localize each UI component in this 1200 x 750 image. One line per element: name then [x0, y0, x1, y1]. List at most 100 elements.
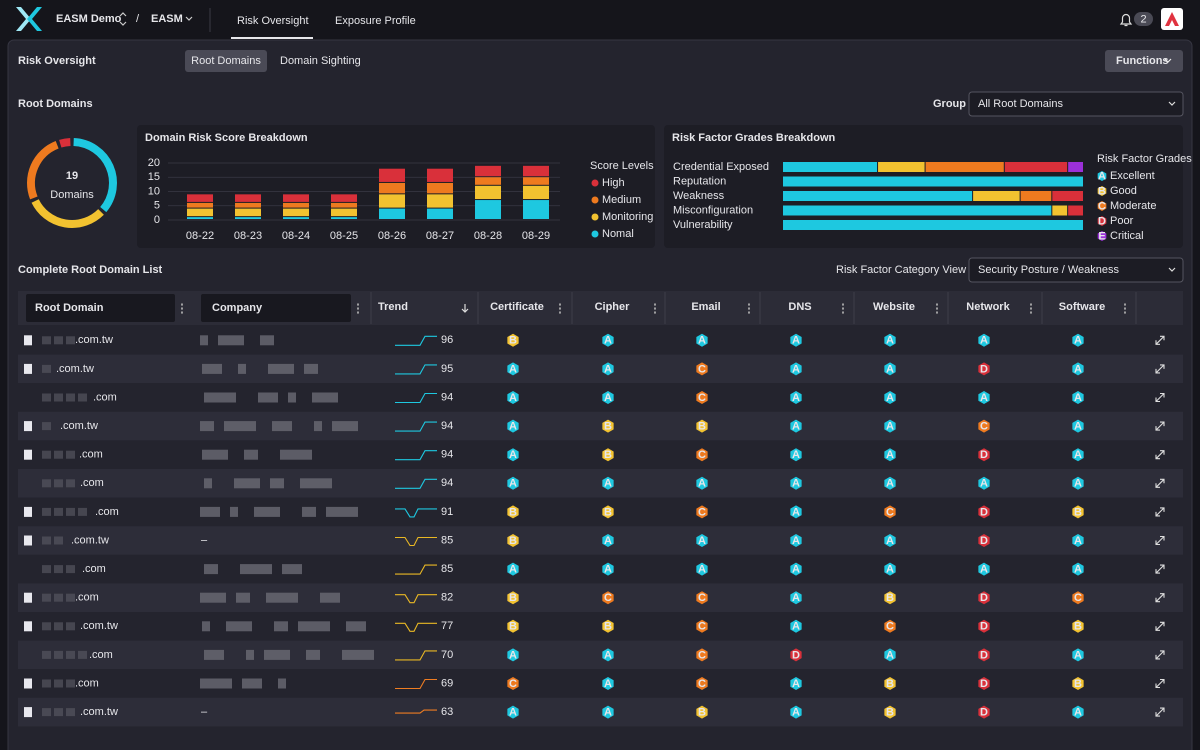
grade-letter[interactable]: A: [604, 392, 612, 404]
grade-letter[interactable]: B: [886, 592, 894, 604]
grade-letter[interactable]: D: [980, 707, 988, 719]
domain[interactable]: .com: [93, 391, 117, 403]
grade-letter[interactable]: A: [1074, 707, 1082, 719]
grade-letter[interactable]: A: [698, 335, 706, 347]
grade-letter[interactable]: D: [980, 592, 988, 604]
table-row[interactable]: [18, 555, 1183, 584]
grade-letter[interactable]: A: [1074, 335, 1082, 347]
org-name[interactable]: EASM Demo: [56, 13, 122, 25]
column-header[interactable]: Software: [1059, 301, 1105, 313]
grade-letter[interactable]: A: [509, 421, 517, 433]
group-value[interactable]: All Root Domains: [978, 98, 1063, 110]
grade-letter[interactable]: A: [1074, 363, 1082, 375]
column-header[interactable]: Website: [873, 301, 915, 313]
domain[interactable]: .com: [95, 506, 119, 518]
table-row[interactable]: [18, 355, 1183, 384]
grade-letter[interactable]: C: [604, 592, 612, 604]
grade-letter[interactable]: A: [980, 478, 988, 490]
grade-letter[interactable]: C: [698, 649, 706, 661]
domain[interactable]: .com.tw: [56, 363, 94, 375]
grade-letter[interactable]: A: [980, 392, 988, 404]
grade-letter[interactable]: B: [604, 449, 612, 461]
view-button-label[interactable]: Root Domains: [191, 55, 261, 67]
table-row[interactable]: [18, 669, 1183, 698]
grade-letter[interactable]: C: [886, 621, 894, 633]
grade-letter[interactable]: A: [509, 449, 517, 461]
grade-letter[interactable]: A: [604, 707, 612, 719]
grade-letter[interactable]: A: [792, 506, 800, 518]
grade-letter[interactable]: B: [698, 421, 706, 433]
column-header[interactable]: Network: [966, 301, 1010, 313]
grade-letter[interactable]: B: [1074, 621, 1082, 633]
grade-letter[interactable]: A: [886, 478, 894, 490]
grade-letter[interactable]: C: [698, 392, 706, 404]
grade-letter[interactable]: B: [886, 707, 894, 719]
grade-letter[interactable]: A: [792, 678, 800, 690]
table-row[interactable]: [18, 583, 1183, 612]
grade-letter[interactable]: D: [980, 449, 988, 461]
domain[interactable]: .com.tw: [71, 534, 109, 546]
grade-letter[interactable]: A: [604, 678, 612, 690]
grade-letter[interactable]: A: [886, 535, 894, 547]
grade-letter[interactable]: A: [792, 707, 800, 719]
grade-letter[interactable]: A: [886, 564, 894, 576]
grade-letter[interactable]: A: [509, 649, 517, 661]
grade-letter[interactable]: B: [698, 707, 706, 719]
product-name[interactable]: EASM: [151, 13, 183, 25]
grade-letter[interactable]: B: [509, 621, 517, 633]
grade-letter[interactable]: B: [509, 506, 517, 518]
domain[interactable]: .com.tw: [60, 420, 98, 432]
grade-letter[interactable]: A: [792, 449, 800, 461]
grade-letter[interactable]: D: [980, 678, 988, 690]
column-header[interactable]: Trend: [378, 301, 408, 313]
grade-letter[interactable]: D: [980, 535, 988, 547]
grade-letter[interactable]: C: [698, 592, 706, 604]
grade-letter[interactable]: A: [886, 649, 894, 661]
column-header[interactable]: Certificate: [490, 301, 544, 313]
grade-letter[interactable]: B: [509, 535, 517, 547]
grade-letter[interactable]: A: [1074, 449, 1082, 461]
grade-letter[interactable]: D: [980, 363, 988, 375]
grade-letter[interactable]: A: [980, 564, 988, 576]
view-button-label[interactable]: Domain Sighting: [280, 55, 361, 67]
table-row[interactable]: [18, 326, 1183, 355]
grade-letter[interactable]: C: [886, 506, 894, 518]
grade-letter[interactable]: A: [792, 478, 800, 490]
grade-letter[interactable]: B: [604, 421, 612, 433]
grade-letter[interactable]: C: [509, 678, 517, 690]
domain[interactable]: .com: [79, 449, 103, 461]
table-row[interactable]: [18, 641, 1183, 670]
grade-letter[interactable]: A: [1074, 421, 1082, 433]
grade-letter[interactable]: A: [792, 592, 800, 604]
grade-letter[interactable]: D: [980, 506, 988, 518]
grade-letter[interactable]: A: [509, 707, 517, 719]
table-row[interactable]: [18, 383, 1183, 412]
grade-letter[interactable]: B: [886, 678, 894, 690]
grade-letter[interactable]: A: [604, 363, 612, 375]
grade-letter[interactable]: A: [886, 421, 894, 433]
grade-letter[interactable]: A: [792, 392, 800, 404]
grade-letter[interactable]: A: [698, 564, 706, 576]
grade-letter[interactable]: C: [1074, 592, 1082, 604]
grade-letter[interactable]: A: [509, 392, 517, 404]
table-row[interactable]: [18, 440, 1183, 469]
grade-letter[interactable]: B: [1074, 678, 1082, 690]
domain[interactable]: .com.tw: [80, 620, 118, 632]
nav-tab[interactable]: Exposure Profile: [335, 15, 416, 27]
grade-letter[interactable]: D: [980, 621, 988, 633]
grade-letter[interactable]: C: [698, 506, 706, 518]
column-header[interactable]: DNS: [788, 301, 811, 313]
table-row[interactable]: [18, 469, 1183, 498]
grade-letter[interactable]: A: [792, 421, 800, 433]
table-row[interactable]: [18, 526, 1183, 555]
domain[interactable]: .com: [75, 677, 99, 689]
grade-letter[interactable]: A: [792, 335, 800, 347]
table-row[interactable]: [18, 412, 1183, 441]
grade-letter[interactable]: A: [886, 392, 894, 404]
grade-letter[interactable]: A: [1074, 392, 1082, 404]
grade-letter[interactable]: C: [698, 678, 706, 690]
grade-letter[interactable]: A: [886, 335, 894, 347]
domain[interactable]: .com: [89, 649, 113, 661]
grade-letter[interactable]: D: [792, 649, 800, 661]
grade-letter[interactable]: A: [698, 535, 706, 547]
